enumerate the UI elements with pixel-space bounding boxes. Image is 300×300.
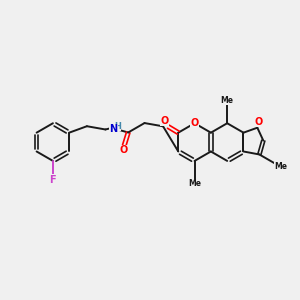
Text: H: H: [114, 122, 121, 131]
Text: O: O: [119, 145, 128, 155]
Text: Me: Me: [221, 96, 234, 105]
Text: O: O: [160, 116, 169, 126]
Text: Me: Me: [274, 162, 287, 171]
Text: N: N: [109, 124, 117, 134]
Text: O: O: [190, 118, 199, 128]
Text: Me: Me: [188, 179, 201, 188]
Text: O: O: [254, 117, 262, 127]
Text: F: F: [50, 175, 56, 185]
